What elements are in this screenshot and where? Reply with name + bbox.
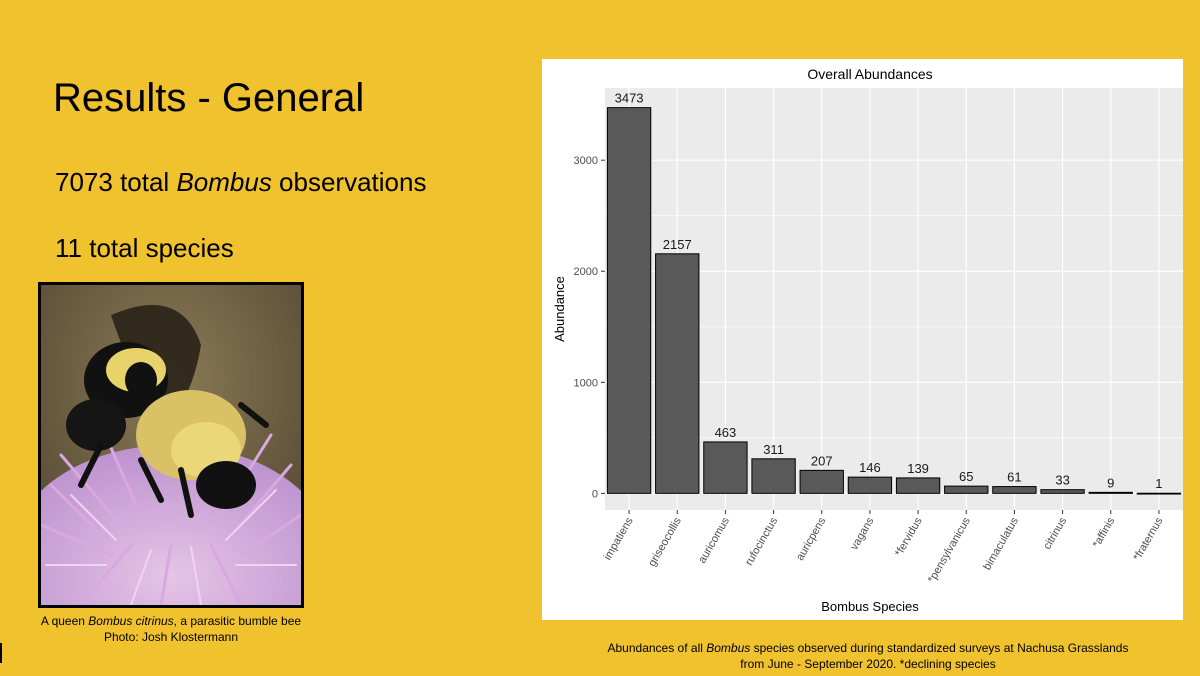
bar-rufocinctus <box>751 458 796 494</box>
bar-impatiens <box>606 107 652 494</box>
x-tick-label: bimaculatus <box>981 515 1021 572</box>
bar-fraternus <box>1136 492 1182 495</box>
bar-value-label: 139 <box>907 461 929 476</box>
bar-citrinus <box>1040 489 1085 494</box>
bee-photo <box>38 282 304 608</box>
bar-auricpens <box>799 469 844 494</box>
bar-value-label: 9 <box>1107 475 1114 490</box>
chart-title: Overall Abundances <box>807 66 932 82</box>
abundance-bar-chart: Overall Abundances Abundance Bombus Spec… <box>552 66 1183 614</box>
x-tick-label: *affinis <box>1091 515 1118 550</box>
x-tick-label: *fervidus <box>893 515 925 558</box>
bar-auricomus <box>703 441 748 494</box>
photo-caption: A queen Bombus citrinus, a parasitic bum… <box>38 613 304 645</box>
y-tick-label: 2000 <box>574 266 598 278</box>
x-tick-label: impatiens <box>602 515 636 562</box>
bar-value-label: 311 <box>763 442 784 457</box>
total-observations-suffix: observations <box>271 167 427 197</box>
bee-on-thistle-illustration <box>41 285 301 605</box>
bar-value-label: 65 <box>959 469 973 484</box>
slide-edge-mark <box>0 643 2 663</box>
bar-bimaculatus <box>992 486 1037 494</box>
x-tick-label: rufocinctus <box>743 515 780 567</box>
chart-y-axis-label: Abundance <box>552 276 567 342</box>
genus-name: Bombus <box>176 167 272 197</box>
total-observations-number: 7073 <box>55 167 113 197</box>
bar-affinis <box>1088 491 1133 494</box>
x-tick-label: vagans <box>848 515 876 552</box>
bar-value-label: 2157 <box>663 237 692 252</box>
bar-value-label: 1 <box>1155 476 1162 491</box>
y-tick-label: 1000 <box>574 377 598 389</box>
bar-value-label: 146 <box>859 460 881 475</box>
x-tick-label: *fraternus <box>1131 515 1165 563</box>
photo-caption-species: Bombus citrinus <box>88 614 174 628</box>
bar-value-label: 61 <box>1007 470 1021 485</box>
chart-caption-pre: Abundances of all <box>607 641 707 655</box>
photo-caption-post: , a parasitic bumble bee Photo: Josh Klo… <box>103 614 302 644</box>
bar-fervidus <box>895 477 941 494</box>
y-tick-label: 0 <box>592 488 598 500</box>
abundance-chart: Overall Abundances Abundance Bombus Spec… <box>542 59 1183 620</box>
chart-x-axis-label: Bombus Species <box>821 599 919 614</box>
total-species-bullet: 11 total species <box>55 233 234 263</box>
bar-value-label: 463 <box>715 425 737 440</box>
chart-caption-post: species observed during standardized sur… <box>740 641 1129 671</box>
total-observations-bullet: 7073 total Bombus observations <box>55 167 426 198</box>
x-tick-label: auricomus <box>696 515 732 565</box>
bar-griseocollis <box>655 253 700 494</box>
photo-caption-pre: A queen <box>40 614 89 628</box>
chart-caption-genus: Bombus <box>706 641 751 655</box>
y-tick-label: 3000 <box>574 155 598 167</box>
chart-caption: Abundances of all Bombus species observe… <box>600 640 1136 672</box>
plot-panel <box>605 88 1183 510</box>
total-observations-prefix: total <box>112 167 177 197</box>
bar-pensylvanicus <box>944 485 989 494</box>
bar-value-label: 3473 <box>615 91 644 106</box>
x-tick-label: auricpens <box>794 515 828 563</box>
x-tick-label: *pensylvanicus <box>926 515 973 585</box>
x-tick-label: griseocollis <box>646 515 684 569</box>
slide-title: Results - General <box>53 76 365 120</box>
x-tick-label: citrinus <box>1041 515 1069 552</box>
bar-vagans <box>847 476 893 494</box>
bar-value-label: 33 <box>1055 473 1069 488</box>
bar-value-label: 207 <box>811 453 833 468</box>
